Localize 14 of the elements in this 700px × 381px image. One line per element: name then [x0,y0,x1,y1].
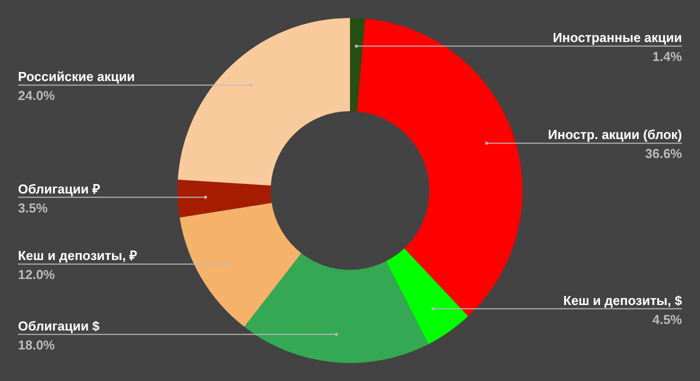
data-label: 3.5% [18,200,48,216]
data-label: 12.0% [18,267,56,282]
slice-label: Иностранные акции [552,30,682,46]
slice-label: Облигации $ [18,318,100,334]
data-label: 1.4% [652,49,682,64]
slice-label: Иностр. акции (блок) [548,127,682,142]
data-label: 36.6% [645,146,682,162]
data-label: 24.0% [18,88,56,104]
slice-label: Кеш и депозиты, ₽ [18,248,138,264]
data-label: 4.5% [652,312,682,327]
slice-label: Российские акции [18,69,135,84]
data-label: 18.0% [18,337,56,352]
slice-label: Кеш и депозиты, $ [563,292,683,308]
slice-label: Облигации ₽ [18,181,100,196]
